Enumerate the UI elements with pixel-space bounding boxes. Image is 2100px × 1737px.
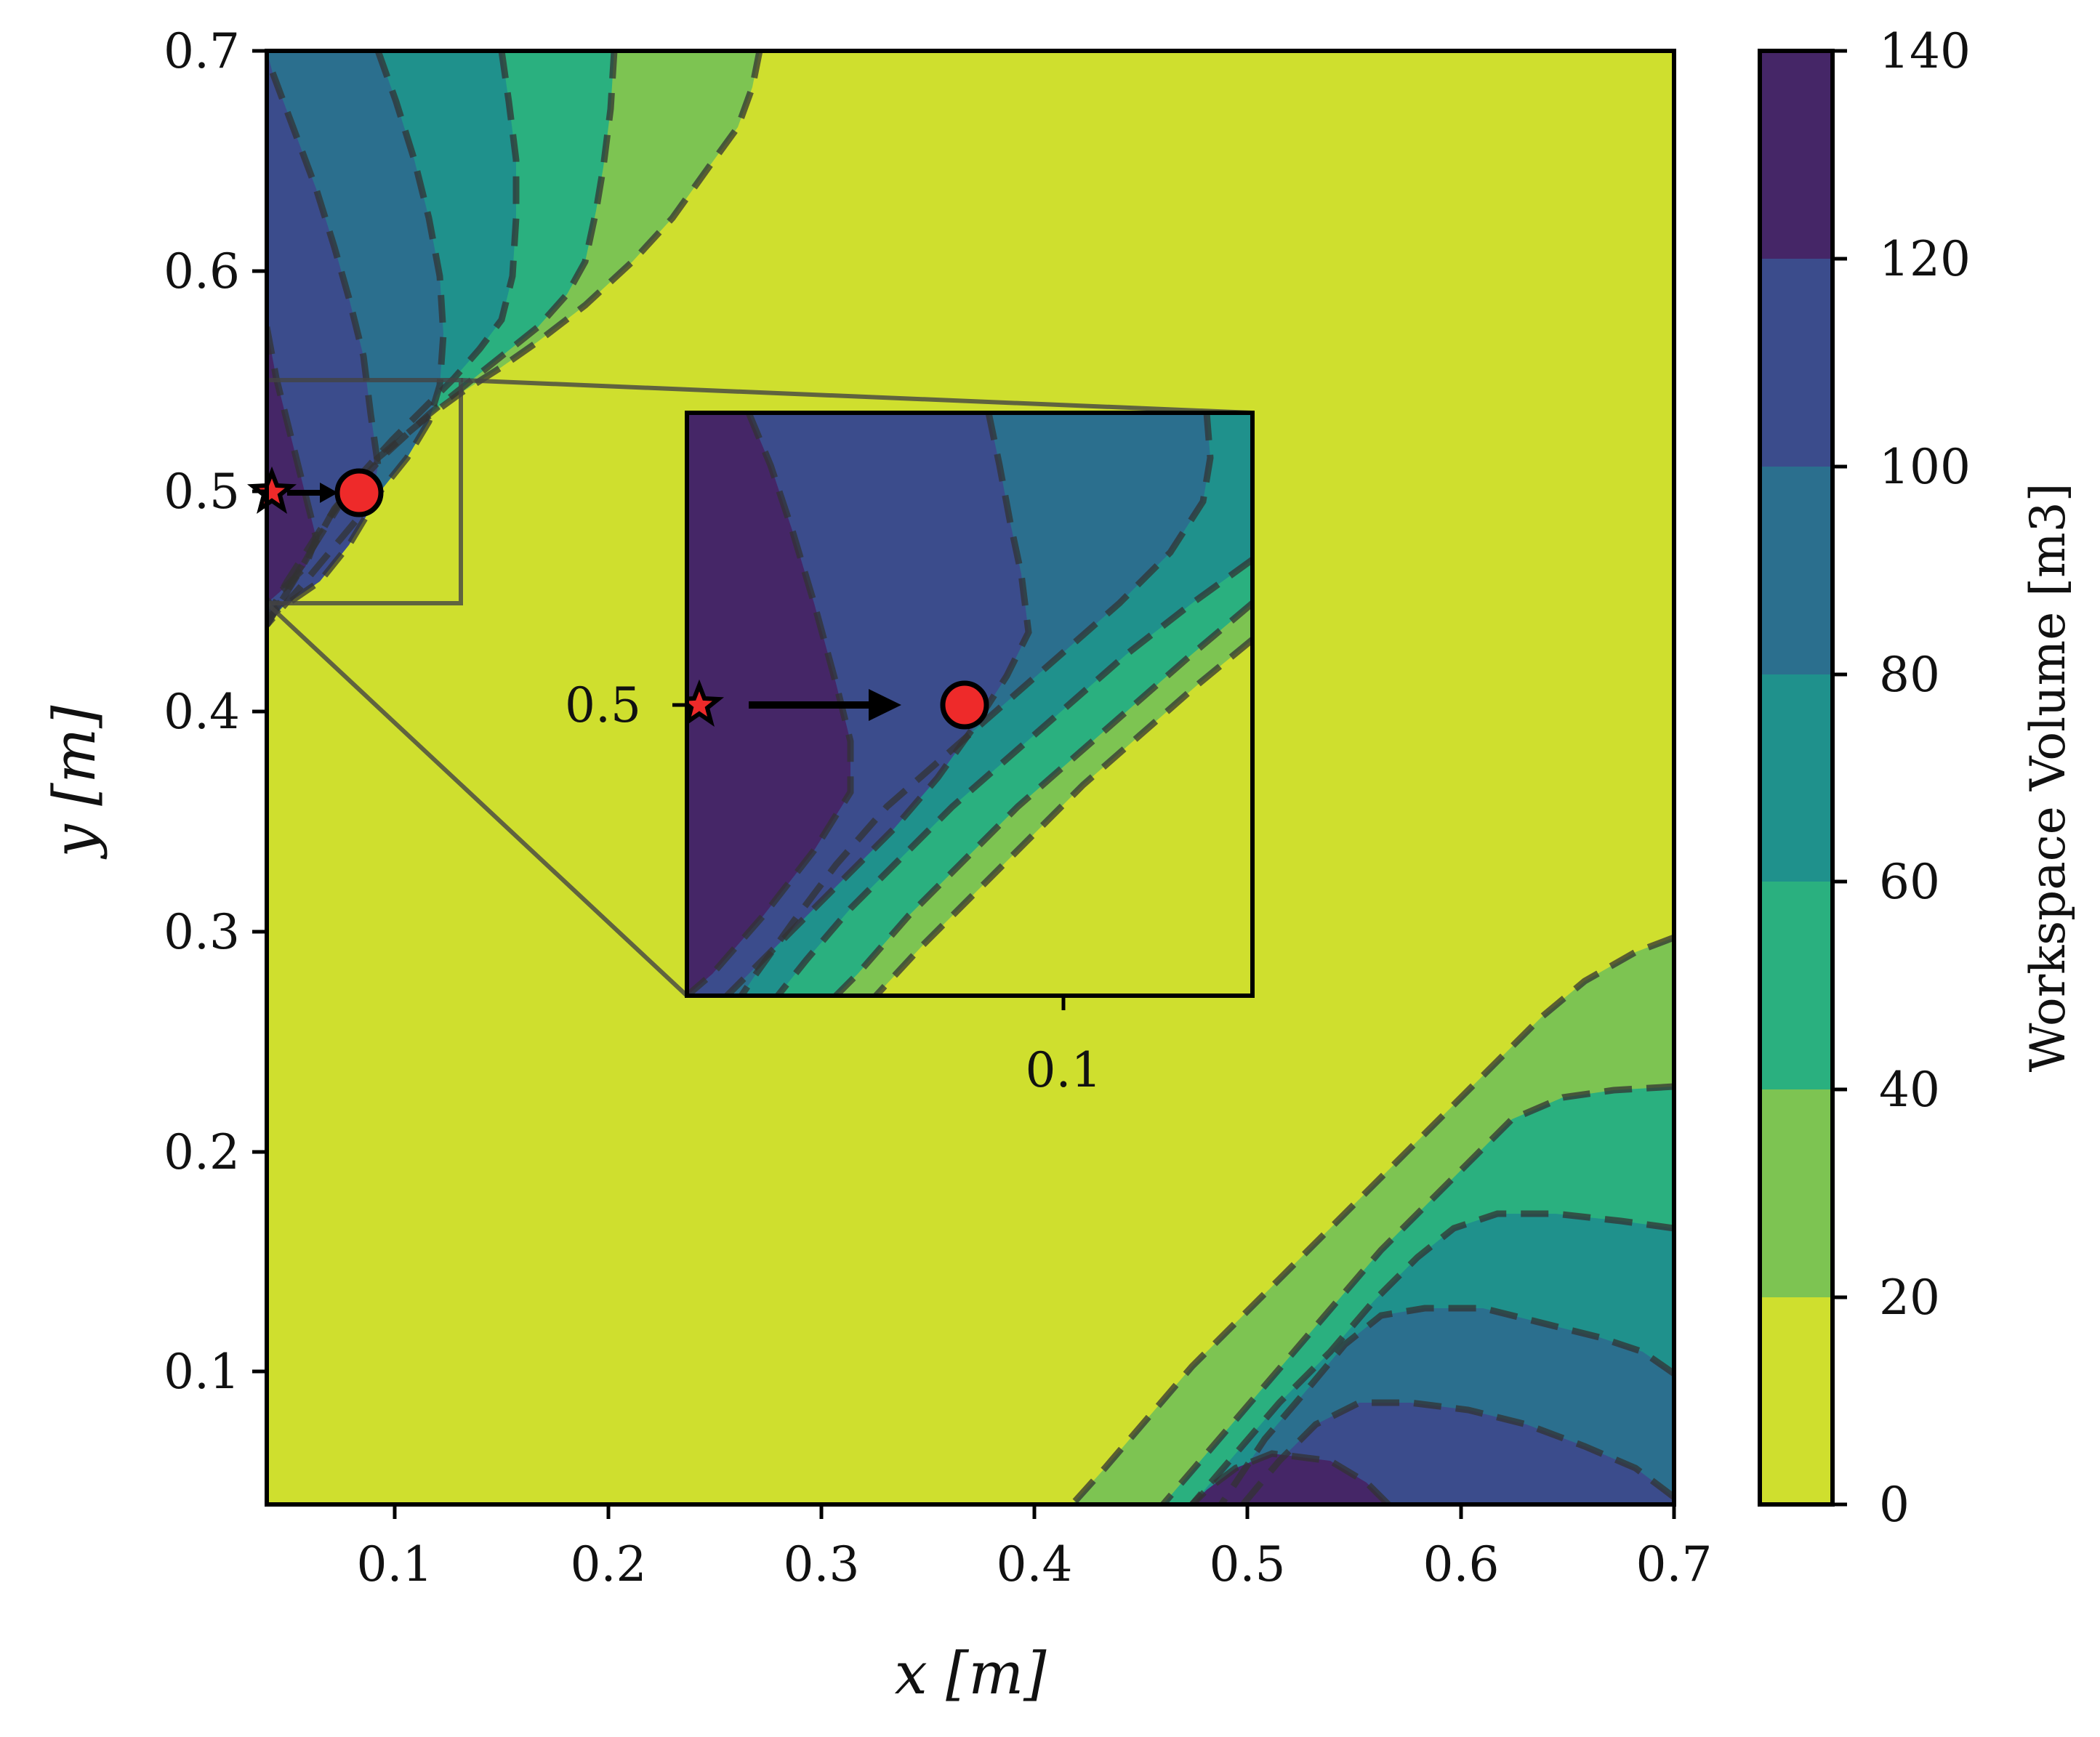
zoom-connector-bottom bbox=[265, 601, 689, 998]
colorbar: 0 20 40 60 80 100 120 140 Workspace Volu… bbox=[1758, 23, 2076, 1533]
y-tick-label: 0.6 bbox=[164, 243, 240, 299]
colorbar-level-80-100 bbox=[1760, 467, 1833, 675]
zoom-connector-top bbox=[460, 378, 1253, 415]
colorbar-tick-label: 140 bbox=[1879, 23, 1971, 79]
optimum-circle-marker bbox=[334, 468, 384, 517]
lower-right-dashed-contours bbox=[1069, 934, 1674, 1504]
colorbar-label: Workspace Volume [m3] bbox=[2020, 483, 2076, 1073]
inset-arrow-head bbox=[869, 689, 901, 721]
colorbar-level-100-120 bbox=[1760, 259, 1833, 467]
inset-x-tick-label: 0.1 bbox=[1026, 1042, 1102, 1098]
main-axes-frame bbox=[265, 49, 1676, 1507]
inset-y-tick-label: 0.5 bbox=[565, 677, 641, 733]
y-tick-label: 0.1 bbox=[164, 1344, 240, 1400]
x-axis-label: x [m] bbox=[895, 1640, 1047, 1707]
y-axis: 0.1 0.2 0.3 0.4 0.5 0.6 0.7 y [m] bbox=[41, 23, 267, 1400]
colorbar-tick-label: 120 bbox=[1879, 231, 1971, 287]
colorbar-ticks bbox=[1833, 49, 1847, 1507]
inset-start-star-marker bbox=[687, 679, 725, 728]
x-tick-label: 0.2 bbox=[571, 1536, 647, 1592]
x-axis: 0.1 0.2 0.3 0.4 0.5 0.6 0.7 x [m] bbox=[357, 1504, 1713, 1707]
x-tick-label: 0.1 bbox=[357, 1536, 433, 1592]
main-markers bbox=[246, 466, 384, 517]
x-tick-label: 0.3 bbox=[784, 1536, 860, 1592]
colorbar-level-40-60 bbox=[1760, 882, 1833, 1090]
colorbar-tick-label: 20 bbox=[1879, 1270, 1940, 1326]
colorbar-tick-label: 80 bbox=[1879, 647, 1940, 703]
colorbar-tick-label: 100 bbox=[1879, 439, 1971, 495]
x-tick-label: 0.6 bbox=[1423, 1536, 1500, 1592]
y-axis-label: y [m] bbox=[41, 705, 108, 860]
colorbar-level-120-140 bbox=[1760, 51, 1833, 259]
y-tick-label: 0.5 bbox=[164, 464, 240, 520]
zoom-region-box bbox=[267, 378, 463, 605]
y-tick-label: 0.3 bbox=[164, 904, 240, 960]
y-tick-label: 0.4 bbox=[164, 684, 240, 740]
inset-optimum-circle-marker bbox=[940, 680, 989, 730]
colorbar-level-0-20 bbox=[1760, 1297, 1833, 1504]
start-star-marker bbox=[246, 466, 297, 515]
x-tick-label: 0.7 bbox=[1636, 1536, 1713, 1592]
x-tick-label: 0.5 bbox=[1210, 1536, 1286, 1592]
move-arrow-head bbox=[320, 483, 338, 503]
colorbar-tick-label: 40 bbox=[1879, 1062, 1940, 1118]
colorbar-level-60-80 bbox=[1760, 674, 1833, 883]
colorbar-tick-label: 60 bbox=[1879, 854, 1940, 910]
colorbar-frame bbox=[1758, 49, 1835, 1507]
band-120-140-upper bbox=[267, 327, 316, 603]
inset-plot: 0.1 0.5 bbox=[565, 411, 1255, 1098]
lower-right-contour-region bbox=[1069, 934, 1674, 1504]
colorbar-tick-label: 0 bbox=[1879, 1477, 1910, 1533]
y-tick-label: 0.2 bbox=[164, 1124, 240, 1180]
y-tick-label: 0.7 bbox=[164, 23, 240, 79]
colorbar-level-20-40 bbox=[1760, 1089, 1833, 1298]
inset-dashed-contours bbox=[687, 413, 1252, 996]
x-tick-label: 0.4 bbox=[997, 1536, 1073, 1592]
